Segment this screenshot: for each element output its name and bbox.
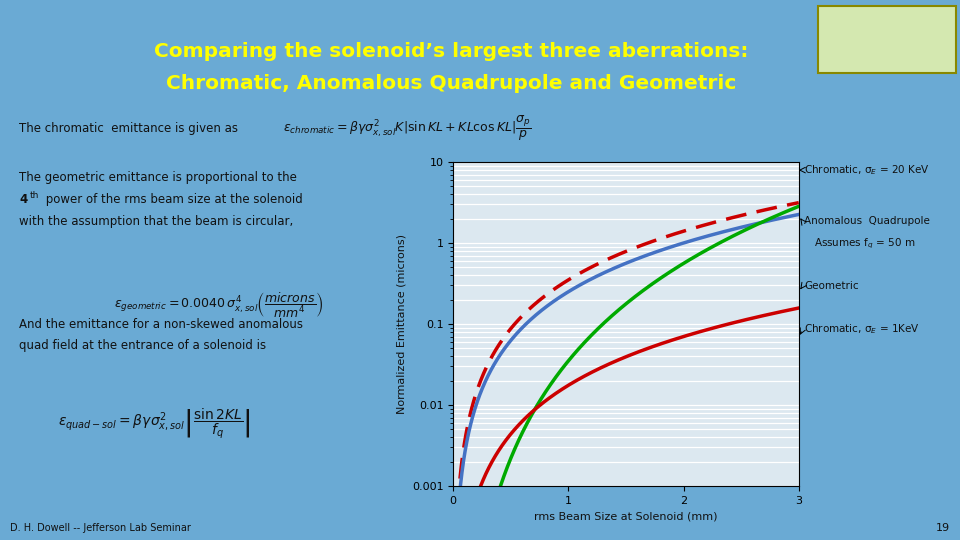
Text: th: th	[30, 191, 39, 200]
Text: $\epsilon_{chromatic} = \beta\gamma\sigma^2_{x,sol}K|\sin KL + KL\cos KL|\dfrac{: $\epsilon_{chromatic} = \beta\gamma\sigm…	[283, 114, 532, 143]
Text: $\epsilon_{geometric} = 0.0040\,\sigma^4_{x,sol}\left(\dfrac{microns}{mm^4}\righ: $\epsilon_{geometric} = 0.0040\,\sigma^4…	[114, 291, 324, 320]
Text: 19: 19	[936, 523, 950, 533]
Text: 4: 4	[19, 193, 28, 206]
Text: quad field at the entrance of a solenoid is: quad field at the entrance of a solenoid…	[19, 339, 266, 352]
Text: Geometric: Geometric	[804, 281, 859, 291]
Text: with the assumption that the beam is circular,: with the assumption that the beam is cir…	[19, 215, 294, 228]
Text: The chromatic  emittance is given as: The chromatic emittance is given as	[19, 122, 238, 135]
Text: And the emittance for a non-skewed anomalous: And the emittance for a non-skewed anoma…	[19, 318, 303, 330]
X-axis label: rms Beam Size at Solenoid (mm): rms Beam Size at Solenoid (mm)	[534, 511, 718, 521]
Text: Emittances due to
Optical Aberrations: Emittances due to Optical Aberrations	[829, 22, 945, 46]
Text: The geometric emittance is proportional to the: The geometric emittance is proportional …	[19, 171, 297, 184]
Text: Assumes f$_q$ = 50 m: Assumes f$_q$ = 50 m	[814, 237, 916, 251]
Text: Chromatic, Anomalous Quadrupole and Geometric: Chromatic, Anomalous Quadrupole and Geom…	[166, 74, 736, 93]
Text: Chromatic, σ$_E$ = 1KeV: Chromatic, σ$_E$ = 1KeV	[804, 322, 921, 336]
FancyBboxPatch shape	[818, 6, 956, 73]
Y-axis label: Normalized Emittance (microns): Normalized Emittance (microns)	[396, 234, 406, 414]
Text: Comparing the solenoid’s largest three aberrations:: Comparing the solenoid’s largest three a…	[154, 42, 749, 61]
Text: Anomalous  Quadrupole: Anomalous Quadrupole	[804, 217, 930, 226]
Text: Chromatic, σ$_E$ = 20 KeV: Chromatic, σ$_E$ = 20 KeV	[804, 163, 930, 177]
Text: D. H. Dowell -- Jefferson Lab Seminar: D. H. Dowell -- Jefferson Lab Seminar	[10, 523, 190, 533]
Text: $\epsilon_{quad-sol} = \beta\gamma\sigma^2_{x,sol}\left|\dfrac{\sin 2KL}{f_q}\ri: $\epsilon_{quad-sol} = \beta\gamma\sigma…	[58, 407, 251, 441]
Text: power of the rms beam size at the solenoid: power of the rms beam size at the soleno…	[42, 193, 303, 206]
